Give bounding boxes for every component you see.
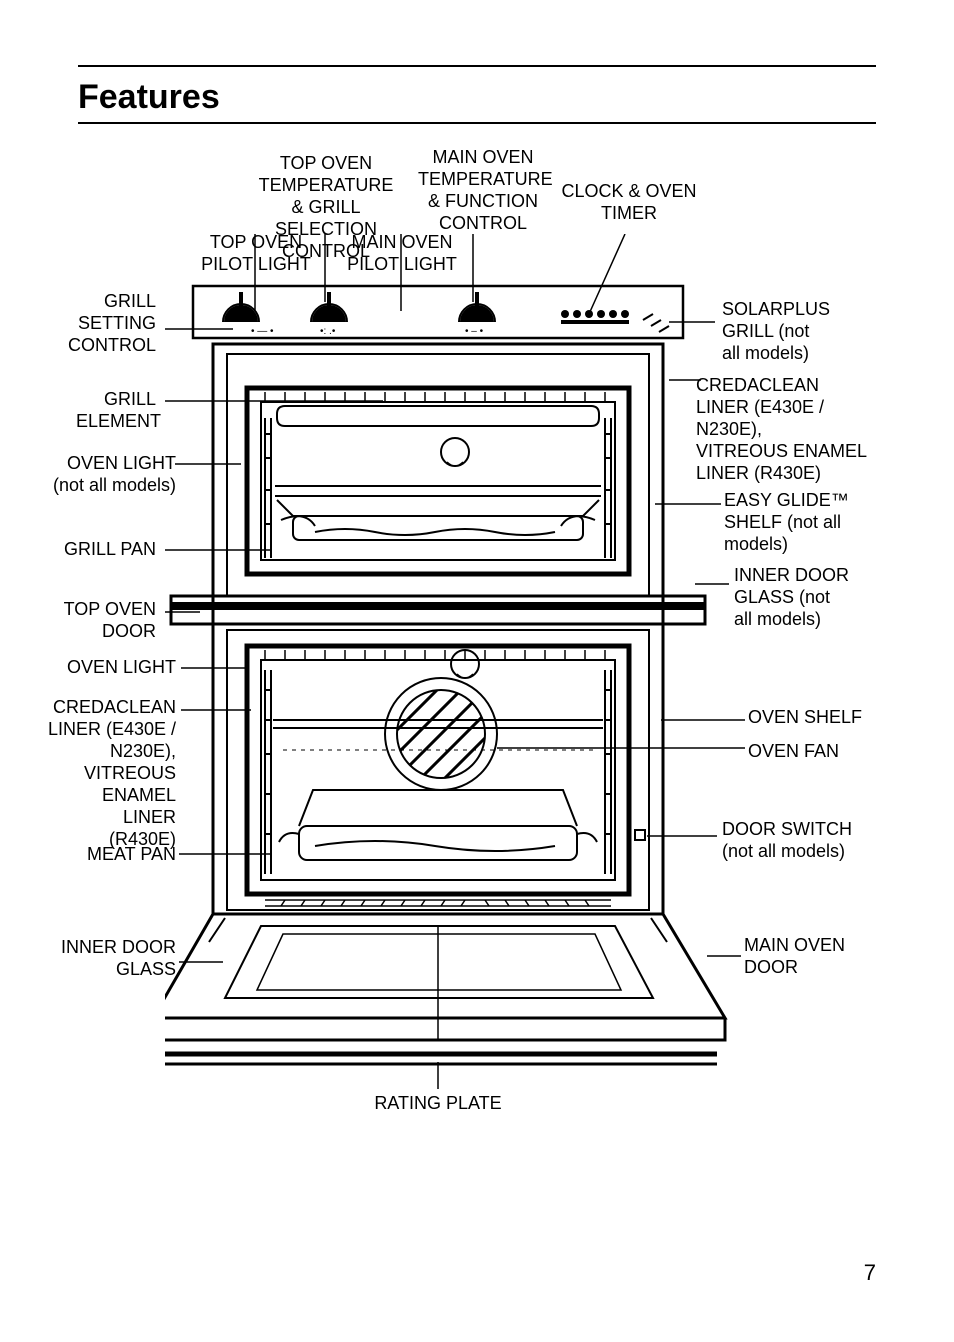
- label-meat-pan: MEAT PAN: [76, 843, 176, 865]
- knob-1: [223, 292, 259, 322]
- label-inner-door-glass-left: INNER DOORGLASS: [56, 936, 176, 980]
- svg-text:• — •: • — •: [251, 326, 274, 337]
- label-grill-pan: GRILL PAN: [56, 538, 156, 560]
- label-oven-light-top: OVEN LIGHT(not all models): [36, 452, 176, 496]
- label-top-oven-door: TOP OVENDOOR: [56, 598, 156, 642]
- top-oven-door: [171, 596, 705, 624]
- page-number: 7: [864, 1260, 876, 1286]
- heading-underline: [78, 122, 876, 124]
- top-oven-cavity: [227, 314, 669, 596]
- control-panel: • — • •: .• • – •: [193, 286, 683, 338]
- svg-text:• – •: • – •: [465, 326, 484, 337]
- label-grill-setting: GRILLSETTINGCONTROL: [60, 290, 156, 356]
- main-oven-door: [165, 914, 725, 1064]
- top-rule: [78, 65, 876, 67]
- oven-diagram: • — • •: .• • – •: [165, 234, 885, 1144]
- label-oven-light-main: OVEN LIGHT: [66, 656, 176, 678]
- leader-lines: [165, 234, 745, 1089]
- knob-3: [459, 292, 495, 322]
- label-clock-timer: CLOCK & OVENTIMER: [554, 180, 704, 224]
- knob-2: [311, 292, 347, 322]
- label-grill-element: GRILLELEMENT: [76, 388, 156, 432]
- svg-text:•: .•: •: .•: [320, 326, 336, 337]
- page-heading: Features: [78, 78, 220, 117]
- label-credaclean-left: CREDACLEANLINER (E430E /N230E),VITREOUSE…: [46, 696, 176, 850]
- oven-fan: [365, 654, 533, 822]
- label-main-oven-temp: MAIN OVENTEMPERATURE& FUNCTIONCONTROL: [418, 146, 548, 234]
- clock-module: [561, 310, 629, 324]
- main-oven-cavity: [227, 630, 649, 910]
